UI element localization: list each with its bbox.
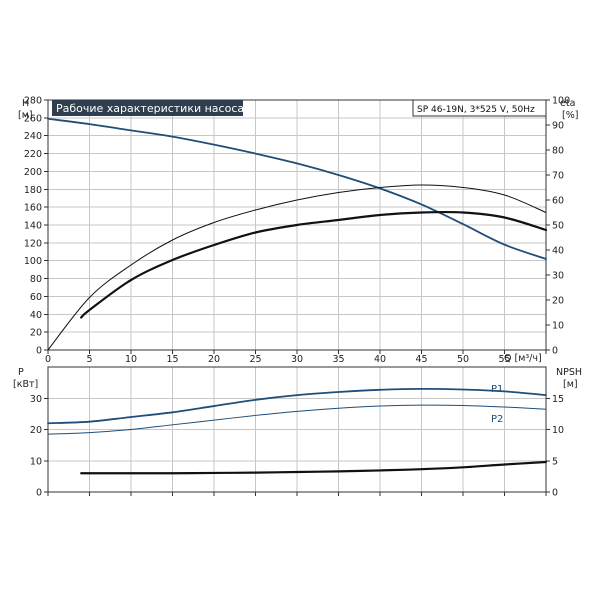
x-tick-label: 15 (166, 354, 178, 365)
left-tick-label: 260 (24, 113, 42, 124)
left-tick-label: 120 (24, 238, 42, 249)
power-npsh-chart: 0 10 20 30 0 5 10 15 P [кВт] NPSH [м] P1 P2 (13, 366, 582, 499)
left-tick-label: 100 (24, 256, 42, 267)
right-tick-label: 90 (552, 121, 564, 132)
right-tick-label: 30 (552, 271, 564, 282)
x-tick-label: 45 (415, 354, 427, 365)
left-tick-label: 160 (24, 203, 42, 214)
performance-chart: 0204060801001201401601802002202402602800… (18, 96, 578, 366)
title-box (52, 100, 243, 116)
npsh-axis-label: NPSH (556, 367, 582, 378)
left-tick-label: 20 (30, 425, 42, 436)
right-tick-label: 15 (552, 394, 564, 405)
right-tick-label: 100 (552, 96, 570, 107)
npsh-axis-unit: [м] (563, 379, 578, 390)
right-tick-label: 60 (552, 196, 564, 207)
left-tick-label: 220 (24, 149, 42, 160)
right-tick-label: 0 (552, 488, 558, 499)
right-tick-label: 70 (552, 171, 564, 182)
right-tick-label: 80 (552, 146, 564, 157)
x-tick-label: 5 (86, 354, 92, 365)
left-tick-label: 0 (36, 346, 42, 357)
x-tick-label: 20 (208, 354, 220, 365)
right-tick-label: 50 (552, 221, 564, 232)
series-line-eta-thick (80, 210, 548, 319)
x-tick-label: 0 (45, 354, 51, 365)
q-axis-label: Q [м³/ч] (504, 353, 542, 364)
left-tick-label: 240 (24, 131, 42, 142)
left-tick-label: 10 (30, 456, 42, 467)
x-tick-label: 55 (498, 354, 510, 365)
series-line-npsh (80, 460, 548, 475)
left-tick-label: 40 (30, 310, 42, 321)
x-tick-label: 40 (374, 354, 386, 365)
left-tick-label: 80 (30, 274, 42, 285)
p-axis-unit: [кВт] (13, 379, 38, 390)
eta-axis-unit: [%] (562, 110, 578, 121)
x-tick-label: 25 (249, 354, 261, 365)
left-tick-label: 280 (24, 96, 42, 107)
series-line-p2 (47, 404, 547, 435)
right-tick-label: 5 (552, 456, 558, 467)
right-tick-label: 0 (552, 346, 558, 357)
power-npsh-ticks: 0 10 20 30 0 5 10 15 (30, 394, 564, 499)
left-tick-label: 60 (30, 292, 42, 303)
series-line-eta-thin (47, 184, 547, 351)
right-tick-label: 10 (552, 321, 564, 332)
p2-label: P2 (491, 414, 503, 425)
x-tick-label: 30 (291, 354, 303, 365)
left-tick-label: 200 (24, 167, 42, 178)
performance-series (47, 117, 548, 351)
right-tick-label: 10 (552, 425, 564, 436)
p1-label: P1 (491, 384, 503, 395)
power-npsh-grid (48, 367, 546, 492)
right-tick-label: 40 (552, 246, 564, 257)
series-line-p1 (47, 387, 547, 425)
left-tick-label: 180 (24, 185, 42, 196)
performance-ticks: 0204060801001201401601802002202402602800… (24, 96, 570, 366)
p-axis-label: P (18, 367, 24, 378)
eta-axis-label: eta (560, 98, 575, 109)
h-axis-unit: [м] (18, 110, 33, 121)
x-tick-label: 10 (125, 354, 137, 365)
x-tick-label: 50 (457, 354, 469, 365)
left-tick-label: 140 (24, 221, 42, 232)
h-axis-label: H (22, 98, 29, 109)
left-tick-label: 30 (30, 394, 42, 405)
right-tick-label: 20 (552, 296, 564, 307)
power-npsh-series (47, 387, 548, 475)
left-tick-label: 0 (36, 488, 42, 499)
info-box (412, 99, 547, 117)
chart-title: Рабочие характеристики насоса (56, 102, 244, 115)
series-line-h (47, 117, 547, 260)
x-tick-label: 35 (332, 354, 344, 365)
left-tick-label: 20 (30, 328, 42, 339)
pump-info: SP 46-19N, 3*525 V, 50Hz (417, 105, 535, 115)
